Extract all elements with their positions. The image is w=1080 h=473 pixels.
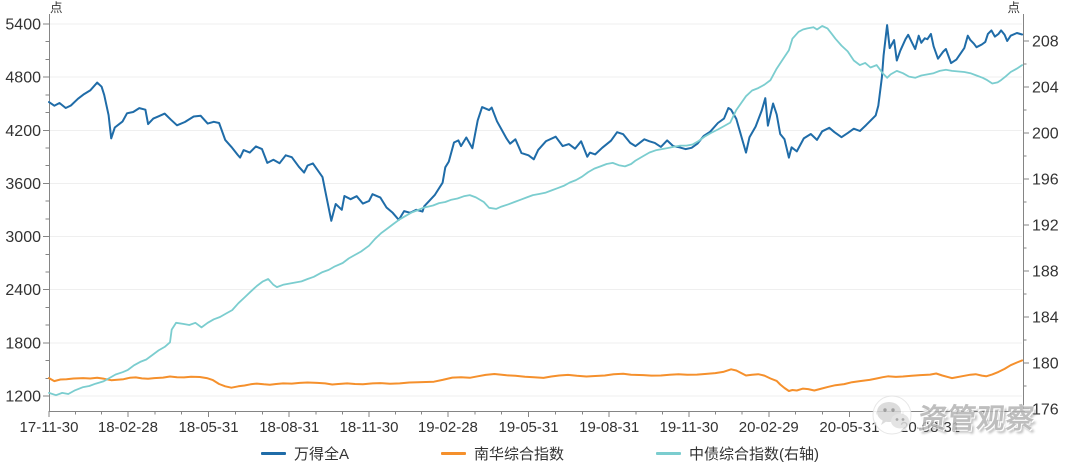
y-left-axis-unit: 点 (50, 1, 63, 15)
y-right-tick-label: 200 (1032, 126, 1059, 143)
x-tick-label: 19-02-28 (418, 419, 478, 436)
y-left-tick-label: 1800 (5, 335, 41, 352)
y-right-axis-unit: 点 (1007, 1, 1020, 15)
legend-line-swatch (656, 452, 682, 455)
x-tick-label: 20-02-29 (739, 419, 799, 436)
x-tick-label: 19-05-31 (499, 419, 559, 436)
x-tick-label: 18-11-30 (340, 419, 399, 436)
y-left-tick-label: 5400 (5, 17, 41, 34)
legend-line-swatch (441, 452, 466, 455)
y-right-tick-label: 208 (1032, 34, 1059, 51)
y-right-tick-label: 188 (1032, 264, 1059, 281)
chart-legend: 万得全A 南华综合指数 中债综合指数(右轴) (0, 443, 1080, 464)
legend-item: 万得全A (260, 443, 349, 464)
x-tick-label: 20-08-31 (900, 419, 960, 436)
x-tick-label: 19-08-31 (579, 419, 639, 436)
y-right-tick-label: 204 (1032, 80, 1059, 97)
y-right-tick-label: 192 (1032, 218, 1059, 235)
legend-label: 中债综合指数(右轴) (689, 446, 820, 463)
x-tick-label: 17-11-30 (20, 419, 79, 436)
y-left-tick-label: 4200 (5, 123, 41, 140)
series-line-left (48, 359, 1024, 392)
y-right-tick-label: 176 (1032, 402, 1059, 419)
y-left-tick-label: 3600 (5, 176, 41, 193)
legend-label: 万得全A (293, 446, 349, 463)
y-left-tick-label: 3000 (5, 229, 41, 246)
x-tick-label: 19-11-30 (660, 419, 719, 436)
legend-item: 中债综合指数(右轴) (656, 443, 819, 464)
y-right-tick-label: 180 (1032, 356, 1059, 373)
series-line-right (48, 25, 1023, 397)
y-right-tick-label: 196 (1032, 172, 1059, 189)
y-left-tick-label: 2400 (5, 282, 41, 299)
y-left-tick-label: 1200 (5, 389, 41, 406)
x-tick-label: 20-05-31 (819, 419, 879, 436)
y-left-tick-label: 4800 (5, 70, 41, 87)
legend-label: 南华综合指数 (474, 446, 565, 463)
x-tick-label: 18-05-31 (179, 419, 239, 436)
y-right-tick-label: 184 (1032, 310, 1059, 327)
series-line-left (48, 24, 1024, 222)
x-tick-label: 18-08-31 (259, 419, 319, 436)
legend-item: 南华综合指数 (441, 443, 564, 464)
legend-line-swatch (260, 452, 286, 455)
x-tick-label: 18-02-28 (98, 419, 158, 436)
